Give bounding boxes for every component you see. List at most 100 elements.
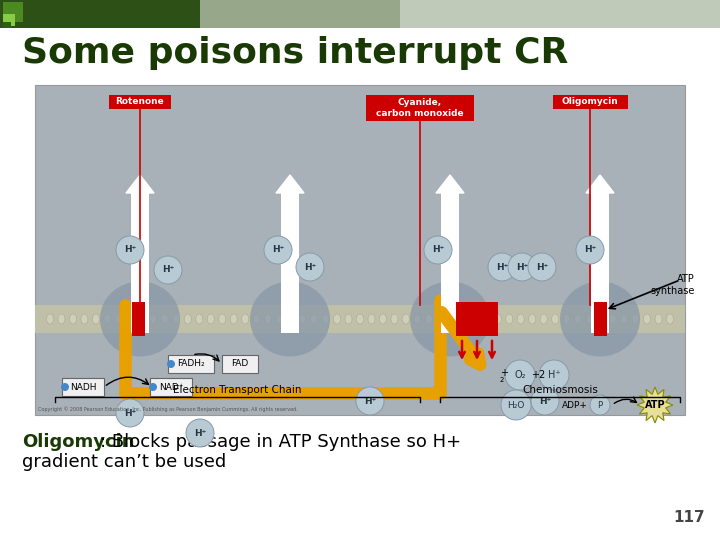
Bar (3, 14, 15, 26)
Bar (62, 378, 104, 396)
Text: H⁺: H⁺ (124, 408, 136, 417)
Ellipse shape (69, 314, 76, 324)
Text: FAD: FAD (231, 360, 248, 368)
Circle shape (539, 360, 569, 390)
Ellipse shape (253, 314, 260, 324)
Circle shape (590, 395, 610, 415)
Bar (3, 22, 11, 28)
Text: ATP
synthase: ATP synthase (651, 274, 695, 296)
Ellipse shape (414, 314, 421, 324)
Ellipse shape (207, 314, 215, 324)
Ellipse shape (333, 314, 341, 324)
Ellipse shape (494, 314, 501, 324)
Text: Oligomycin: Oligomycin (22, 433, 135, 451)
Bar (222, 355, 258, 373)
Ellipse shape (391, 314, 398, 324)
Circle shape (61, 383, 69, 391)
Polygon shape (276, 175, 304, 193)
Circle shape (505, 360, 535, 390)
Text: H⁺: H⁺ (272, 246, 284, 254)
Ellipse shape (184, 314, 192, 324)
Ellipse shape (483, 314, 490, 324)
Ellipse shape (667, 314, 673, 324)
Circle shape (501, 390, 531, 420)
Ellipse shape (598, 314, 605, 324)
Polygon shape (436, 175, 464, 193)
Text: H⁺: H⁺ (539, 396, 551, 406)
Bar (109, 95, 171, 109)
Ellipse shape (644, 314, 651, 324)
Ellipse shape (609, 314, 616, 324)
Ellipse shape (552, 314, 559, 324)
Text: NAD⁺: NAD⁺ (158, 382, 184, 392)
Ellipse shape (287, 314, 294, 324)
Ellipse shape (517, 314, 524, 324)
Text: H⁺: H⁺ (124, 246, 136, 254)
Ellipse shape (563, 314, 570, 324)
Text: Cyanide,
carbon monoxide: Cyanide, carbon monoxide (376, 98, 464, 118)
Text: FADH₂: FADH₂ (177, 360, 204, 368)
Ellipse shape (104, 314, 111, 324)
Ellipse shape (586, 314, 593, 324)
Bar (441, 193, 459, 333)
Text: H⁺: H⁺ (548, 370, 560, 380)
Ellipse shape (345, 314, 352, 324)
Bar (594, 302, 607, 336)
Text: gradient can’t be used: gradient can’t be used (22, 453, 226, 471)
Bar (150, 378, 192, 396)
Circle shape (116, 399, 144, 427)
Polygon shape (586, 175, 614, 193)
Ellipse shape (410, 281, 490, 356)
Ellipse shape (460, 314, 467, 324)
Text: Chemiosmosis: Chemiosmosis (522, 385, 598, 395)
Ellipse shape (81, 314, 88, 324)
Text: H⁺: H⁺ (496, 262, 508, 272)
Ellipse shape (173, 314, 180, 324)
Ellipse shape (161, 314, 168, 324)
Bar (456, 302, 498, 336)
Text: H⁺: H⁺ (432, 246, 444, 254)
Ellipse shape (437, 314, 444, 324)
Text: Electron Transport Chain: Electron Transport Chain (173, 385, 301, 395)
Circle shape (116, 236, 144, 264)
Ellipse shape (356, 314, 364, 324)
Text: ATP: ATP (644, 400, 665, 410)
Circle shape (528, 253, 556, 281)
Ellipse shape (655, 314, 662, 324)
Text: H⁺: H⁺ (536, 262, 548, 272)
Text: H⁺: H⁺ (194, 429, 206, 437)
Text: O₂: O₂ (514, 370, 526, 380)
Circle shape (154, 256, 182, 284)
Ellipse shape (92, 314, 99, 324)
Bar (131, 193, 149, 333)
Ellipse shape (100, 281, 180, 356)
Ellipse shape (505, 314, 513, 324)
Ellipse shape (575, 314, 582, 324)
Text: H₂O: H₂O (508, 401, 525, 409)
Text: H⁺: H⁺ (516, 262, 528, 272)
Text: Rotenone: Rotenone (116, 98, 164, 106)
Ellipse shape (265, 314, 271, 324)
Circle shape (424, 236, 452, 264)
Ellipse shape (250, 281, 330, 356)
Circle shape (264, 236, 292, 264)
Ellipse shape (276, 314, 283, 324)
Polygon shape (126, 175, 154, 193)
Bar (3, 2, 23, 22)
Text: H⁺: H⁺ (364, 396, 376, 406)
Ellipse shape (196, 314, 203, 324)
Polygon shape (637, 387, 673, 423)
Ellipse shape (322, 314, 329, 324)
Text: Some poisons interrupt CR: Some poisons interrupt CR (22, 36, 568, 70)
Bar (168, 355, 214, 373)
Ellipse shape (402, 314, 410, 324)
Text: ADP+: ADP+ (562, 401, 588, 409)
Circle shape (149, 383, 157, 391)
Ellipse shape (540, 314, 547, 324)
Bar (35, 85, 685, 415)
Text: NADH: NADH (70, 382, 96, 392)
Bar (0, 0, 720, 28)
Text: 2: 2 (500, 377, 504, 383)
Text: H⁺: H⁺ (584, 246, 596, 254)
Ellipse shape (472, 314, 478, 324)
